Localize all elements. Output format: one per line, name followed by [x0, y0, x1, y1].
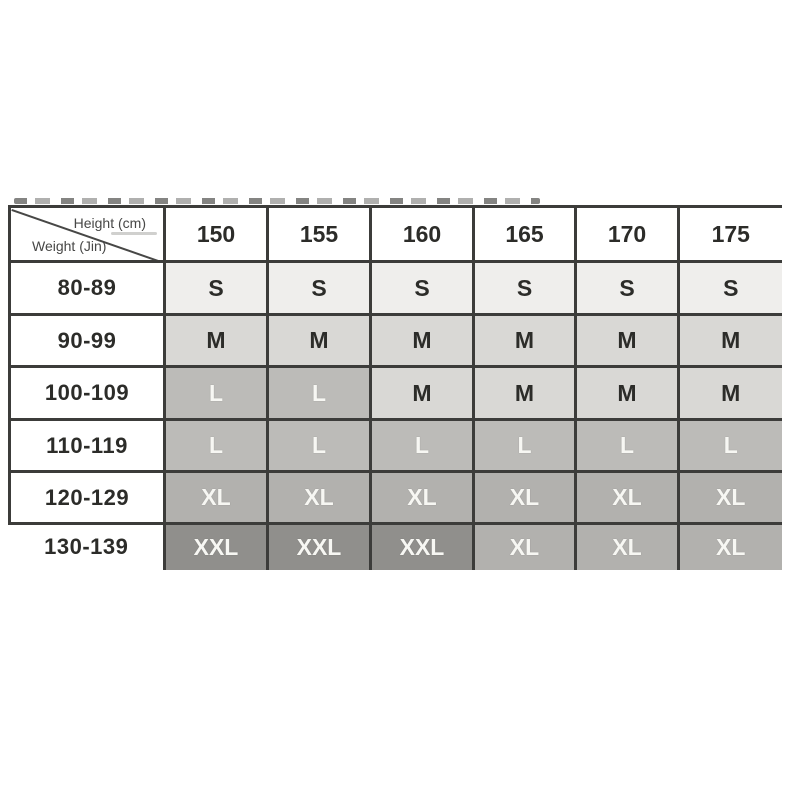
row-label-100-109: 100-109 [8, 365, 166, 421]
size-cell: XXL [163, 522, 269, 570]
size-cell: M [574, 365, 680, 421]
table-row: 120-129 XL XL XL XL XL XL [8, 470, 782, 525]
row-label-90-99: 90-99 [8, 313, 166, 368]
size-cell: M [266, 313, 372, 368]
column-header-160: 160 [369, 205, 475, 263]
size-cell: M [574, 313, 680, 368]
table-row: 100-109 L L M M M M [8, 365, 782, 421]
size-cell: L [163, 418, 269, 473]
size-cell: XL [163, 470, 269, 525]
corner-weight-label: Weight (Jin) [32, 238, 107, 254]
size-cell: XXL [369, 522, 475, 570]
size-cell: L [574, 418, 680, 473]
cropped-text-artifact [14, 198, 540, 204]
column-header-155: 155 [266, 205, 372, 263]
size-cell: XL [677, 470, 782, 525]
size-cell: XL [677, 522, 782, 570]
size-cell: XL [266, 470, 372, 525]
table-row: 80-89 S S S S S S [8, 260, 782, 316]
size-cell: XL [574, 470, 680, 525]
table-row: 90-99 M M M M M M [8, 313, 782, 368]
column-header-165: 165 [472, 205, 577, 263]
size-cell: S [266, 260, 372, 316]
size-cell: S [163, 260, 269, 316]
size-cell: S [677, 260, 782, 316]
print-smudge [111, 232, 157, 235]
size-cell: M [369, 313, 475, 368]
size-cell: XL [574, 522, 680, 570]
size-cell: XXL [266, 522, 372, 570]
size-cell: M [472, 365, 577, 421]
size-cell: L [472, 418, 577, 473]
size-cell: L [677, 418, 782, 473]
column-header-150: 150 [163, 205, 269, 263]
header-row: Height (cm) Weight (Jin) 150 155 160 165… [8, 205, 782, 263]
size-cell: M [677, 365, 782, 421]
table-row: 110-119 L L L L L L [8, 418, 782, 473]
row-label-110-119: 110-119 [8, 418, 166, 473]
size-cell: M [677, 313, 782, 368]
size-cell: S [369, 260, 475, 316]
size-cell: XL [369, 470, 475, 525]
table-row: 130-139 XXL XXL XXL XL XL XL [9, 522, 782, 570]
row-label-80-89: 80-89 [8, 260, 166, 316]
size-cell: L [369, 418, 475, 473]
corner-height-label: Height (cm) [73, 215, 146, 231]
size-cell: L [163, 365, 269, 421]
size-cell: XL [472, 470, 577, 525]
column-header-170: 170 [574, 205, 680, 263]
row-label-130-139: 130-139 [9, 522, 166, 570]
size-chart-table: Height (cm) Weight (Jin) 150 155 160 165… [8, 205, 782, 570]
size-cell: M [163, 313, 269, 368]
size-cell: S [472, 260, 577, 316]
corner-cell: Height (cm) Weight (Jin) [8, 205, 166, 263]
size-cell: M [369, 365, 475, 421]
size-cell: S [574, 260, 680, 316]
size-cell: M [472, 313, 577, 368]
size-cell: XL [472, 522, 577, 570]
column-header-175: 175 [677, 205, 782, 263]
size-cell: L [266, 365, 372, 421]
row-label-120-129: 120-129 [8, 470, 166, 525]
size-cell: L [266, 418, 372, 473]
